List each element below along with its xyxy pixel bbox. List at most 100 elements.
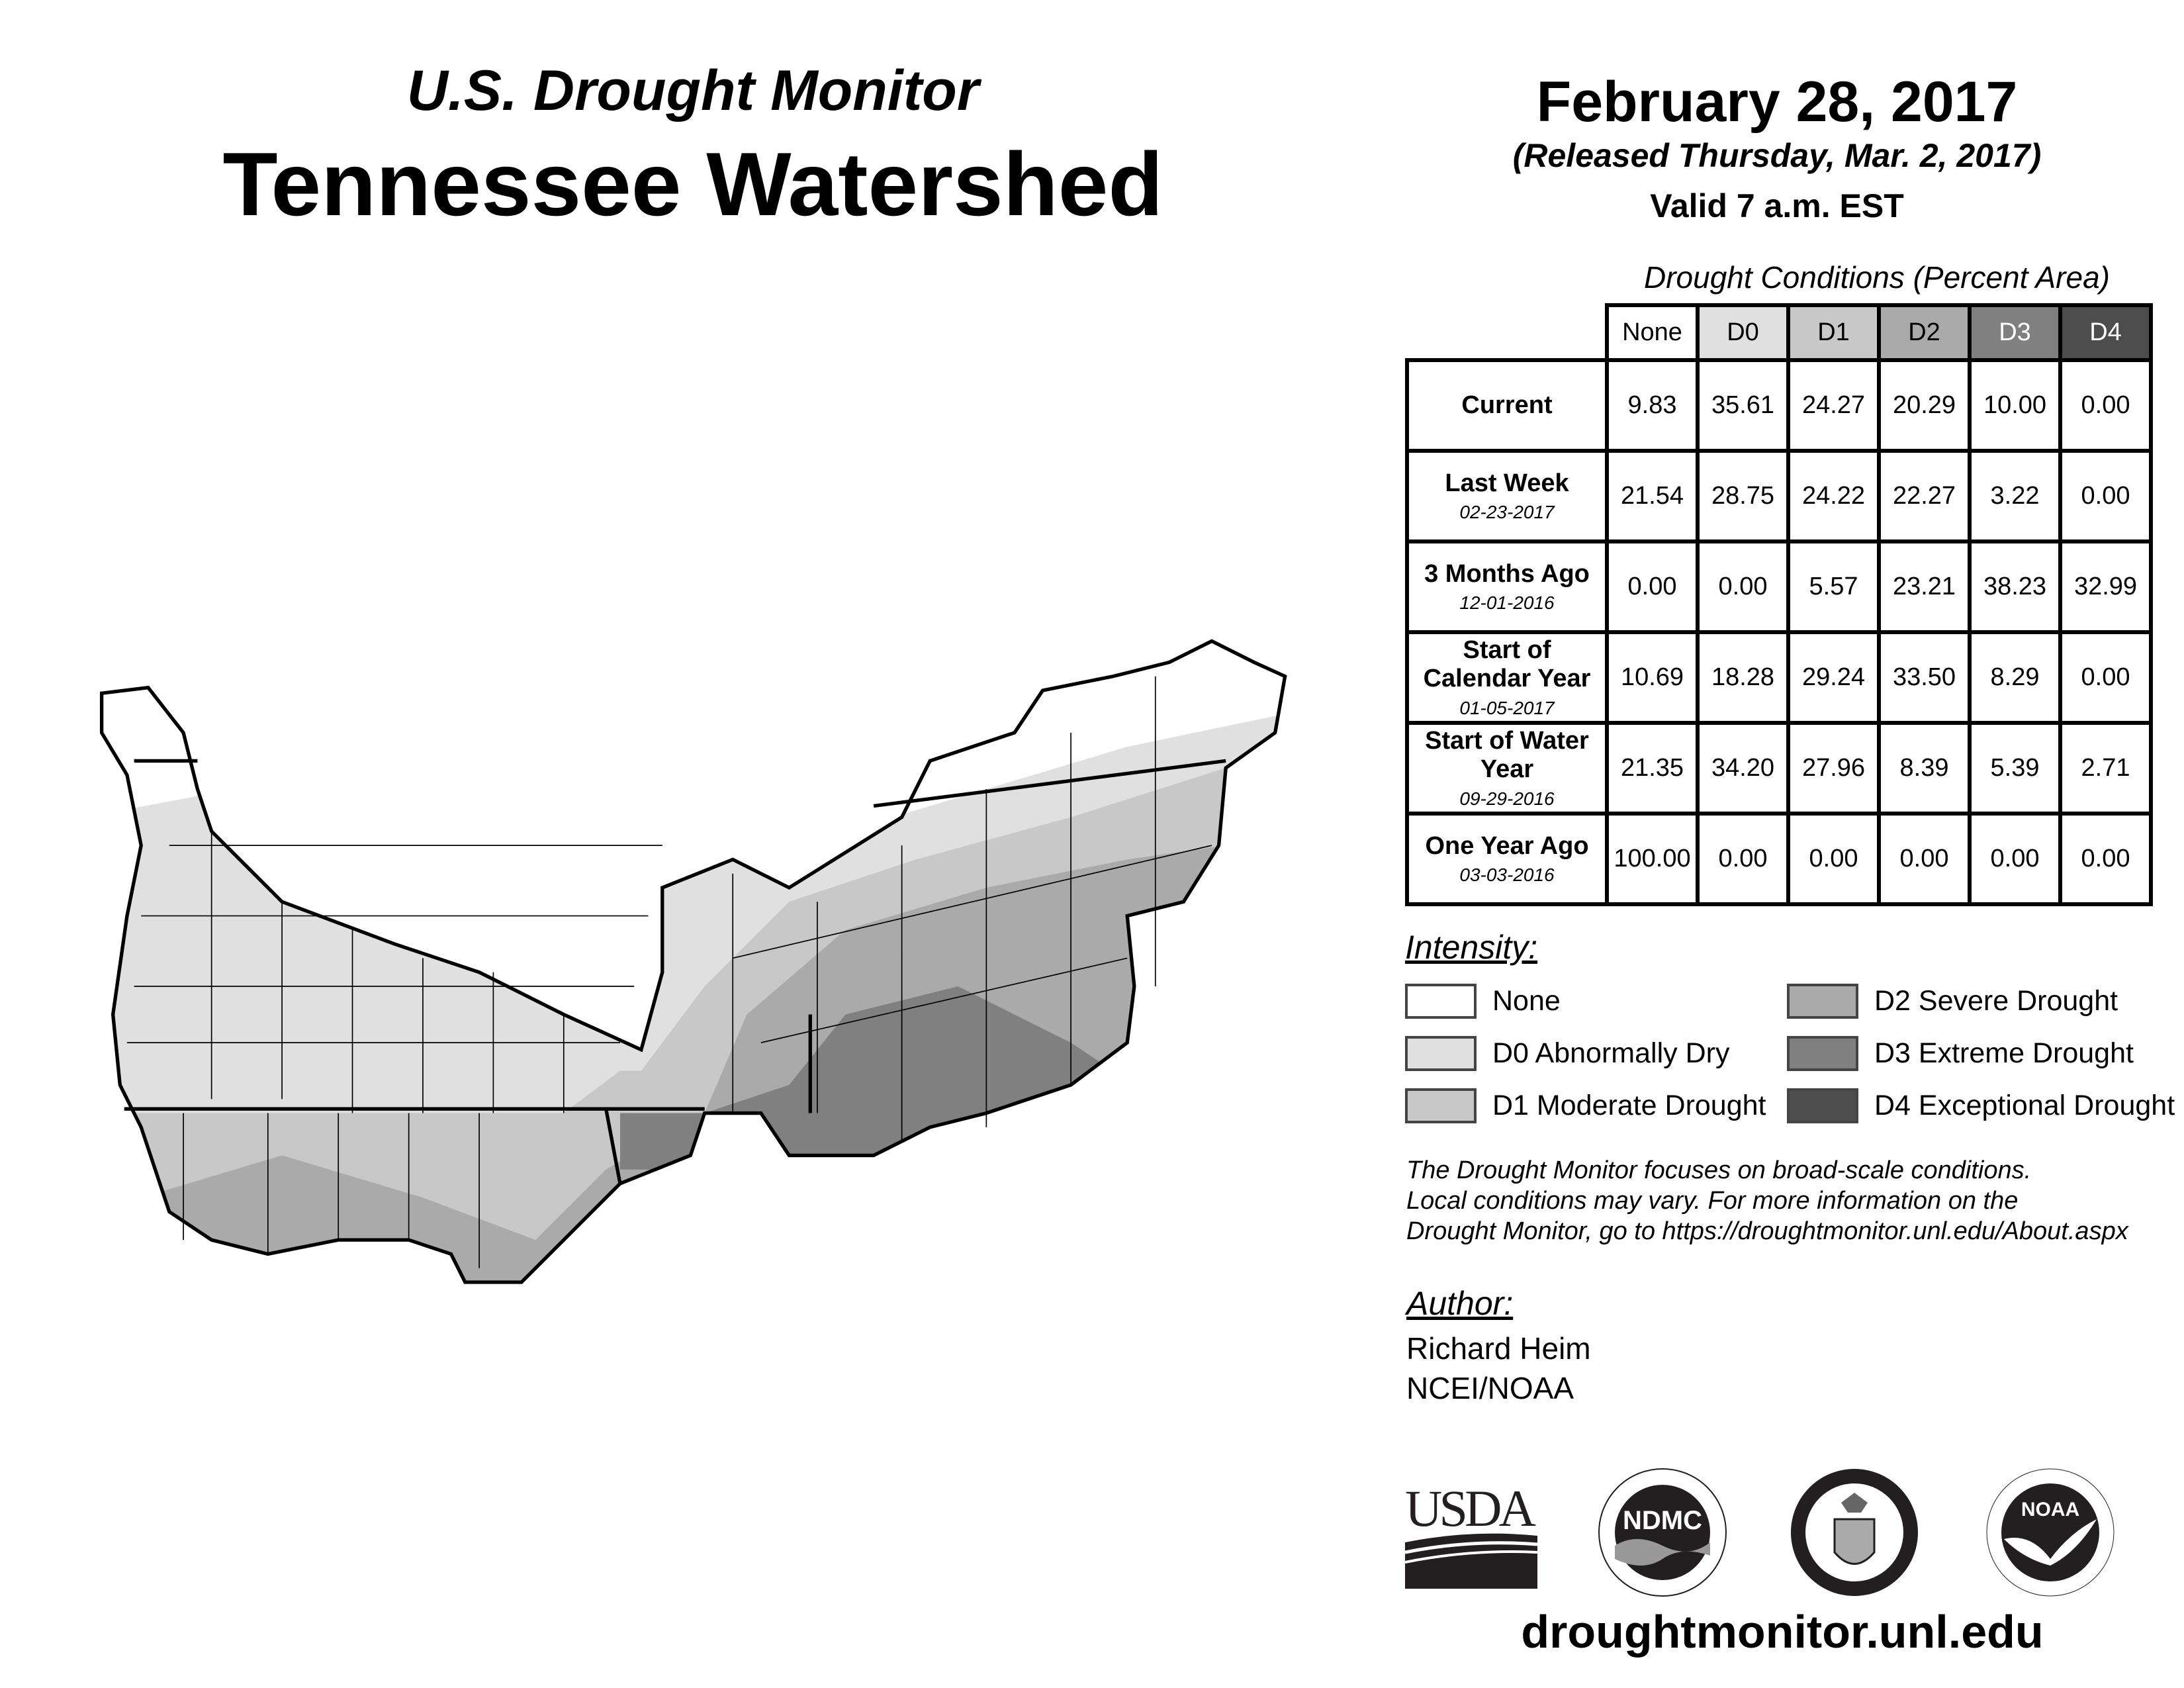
row-label-text: Start of Water Year [1425,726,1589,784]
table-cell: 5.39 [1968,721,2062,816]
note-line: Local conditions may vary. For more info… [1406,1187,2019,1215]
author-org: NCEI/NOAA [1406,1371,1574,1405]
map-title: Tennessee Watershed [222,134,1163,234]
row-label: Start of Calendar Year 01-05-2017 [1405,630,1609,725]
release-date: (Released Thursday, Mar. 2, 2017) [1512,137,2042,174]
commerce-seal [1791,1469,1918,1596]
swatch-d4 [1787,1088,1858,1123]
ndmc-logo: NDMC [1598,1468,1727,1597]
table-cell: 32.99 [2058,539,2153,634]
table-cell: 21.35 [1605,721,1700,816]
legend-label: D0 Abnormally Dry [1492,1037,1730,1069]
drought-conditions-table: None D0 D1 D2 D3 D4 Current 9.83 35.61 24.2… [1405,303,2153,906]
table-cell: 27.96 [1786,721,1881,816]
legend-label: D3 Extreme Drought [1874,1037,2134,1069]
row-label: 3 Months Ago 12-01-2016 [1405,539,1609,634]
col-d3: D3 [1968,303,2062,362]
row-date: 12-01-2016 [1459,592,1555,614]
table-cell: 3.22 [1968,449,2062,543]
table-cell: 9.83 [1605,358,1700,453]
legend-label: D2 Severe Drought [1874,985,2118,1017]
table-row: Start of Water Year 09-29-2016 21.35 34.20 2… [1405,721,2153,816]
table-cell: 2.71 [2058,721,2153,816]
col-d4: D4 [2058,303,2153,362]
table-cell: 100.00 [1605,812,1700,906]
note-line: Drought Monitor, go to https://droughtmo… [1406,1217,2128,1245]
usda-logo: USDA [1405,1479,1537,1589]
none-area-northwest [101,676,212,818]
legend-d3: D3 Extreme Drought [1787,1036,2134,1071]
author-name: Richard Heim [1406,1331,1591,1366]
table-cell: 0.00 [1696,539,1790,634]
table-row: 3 Months Ago 12-01-2016 0.00 0.00 5.57 23.21 3… [1405,539,2153,634]
row-date: 03-03-2016 [1459,865,1555,886]
county-lines [126,676,1212,1268]
table-cell: 10.00 [1968,358,2062,453]
table-cell: 0.00 [2058,630,2153,725]
col-none: None [1605,303,1700,362]
table-cell: 24.27 [1786,358,1881,453]
table-cell: 20.29 [1877,358,1972,453]
row-label: Current [1405,358,1609,453]
note-line: The Drought Monitor focuses on broad-sca… [1406,1156,2032,1184]
table-row: Current 9.83 35.61 24.27 20.29 10.00 0.00 [1405,358,2153,453]
table-row: Last Week 02-23-2017 21.54 28.75 24.22 22.27 3… [1405,449,2153,543]
table-cell: 35.61 [1696,358,1790,453]
row-label-text: Current [1461,391,1553,419]
table-cell: 18.28 [1696,630,1790,725]
usda-text: USDA [1405,1479,1536,1537]
table-cell: 0.00 [1696,812,1790,906]
header-blank [1407,305,1607,362]
table-cell: 29.24 [1786,630,1881,725]
table-cell: 21.54 [1605,449,1700,543]
row-label: One Year Ago 03-03-2016 [1405,812,1609,906]
legend-label: D1 Moderate Drought [1492,1090,1766,1121]
table-cell: 28.75 [1696,449,1790,543]
swatch-d1 [1405,1088,1477,1123]
row-date: 02-23-2017 [1459,502,1555,523]
author-title: Author: [1406,1285,1514,1322]
table-header-row: None D0 D1 D2 D3 D4 [1407,303,2153,362]
table-row: One Year Ago 03-03-2016 100.00 0.00 0.00 0.00… [1405,812,2153,906]
col-d2: D2 [1877,303,1972,362]
row-date: 01-05-2017 [1459,698,1555,719]
table-cell: 38.23 [1968,539,2062,634]
legend-none: None [1405,984,1561,1019]
row-label-text: Last Week [1445,469,1569,497]
table-cell: 8.39 [1877,721,1972,816]
valid-time: Valid 7 a.m. EST [1650,187,1904,224]
swatch-none [1405,984,1477,1019]
legend-d4: D4 Exceptional Drought [1787,1088,2175,1123]
table-cell: 0.00 [1877,812,1972,906]
ndmc-text: NDMC [1623,1506,1702,1535]
table-cell: 22.27 [1877,449,1972,543]
table-cell: 24.22 [1786,449,1881,543]
noaa-text: NOAA [2021,1499,2079,1521]
swatch-d2 [1787,984,1858,1019]
swatch-d0 [1405,1036,1477,1071]
website-url[interactable]: droughtmonitor.unl.edu [1521,1606,2044,1658]
monitor-subtitle: U.S. Drought Monitor [406,59,979,122]
legend-label: None [1492,985,1561,1017]
row-label-text: 3 Months Ago [1424,559,1590,588]
row-label: Start of Water Year 09-29-2016 [1405,721,1609,816]
col-d1: D1 [1786,303,1881,362]
table-cell: 10.69 [1605,630,1700,725]
table-cell: 0.00 [2058,812,2153,906]
legend-title: Intensity: [1405,929,1538,966]
table-cell: 33.50 [1877,630,1972,725]
disclaimer-note: The Drought Monitor focuses on broad-sca… [1406,1155,2174,1246]
noaa-logo: NOAA [1986,1468,2115,1597]
row-label-text: Start of Calendar Year [1423,635,1591,693]
row-date: 09-29-2016 [1459,788,1555,810]
table-cell: 8.29 [1968,630,2062,725]
legend-d0: D0 Abnormally Dry [1405,1036,1729,1071]
table-cell: 23.21 [1877,539,1972,634]
legend-d2: D2 Severe Drought [1787,984,2118,1019]
table-cell: 0.00 [2058,449,2153,543]
table-cell: 34.20 [1696,721,1790,816]
legend-d1: D1 Moderate Drought [1405,1088,1766,1123]
table-cell: 0.00 [1605,539,1700,634]
table-caption: Drought Conditions (Percent Area) [1644,260,2110,295]
